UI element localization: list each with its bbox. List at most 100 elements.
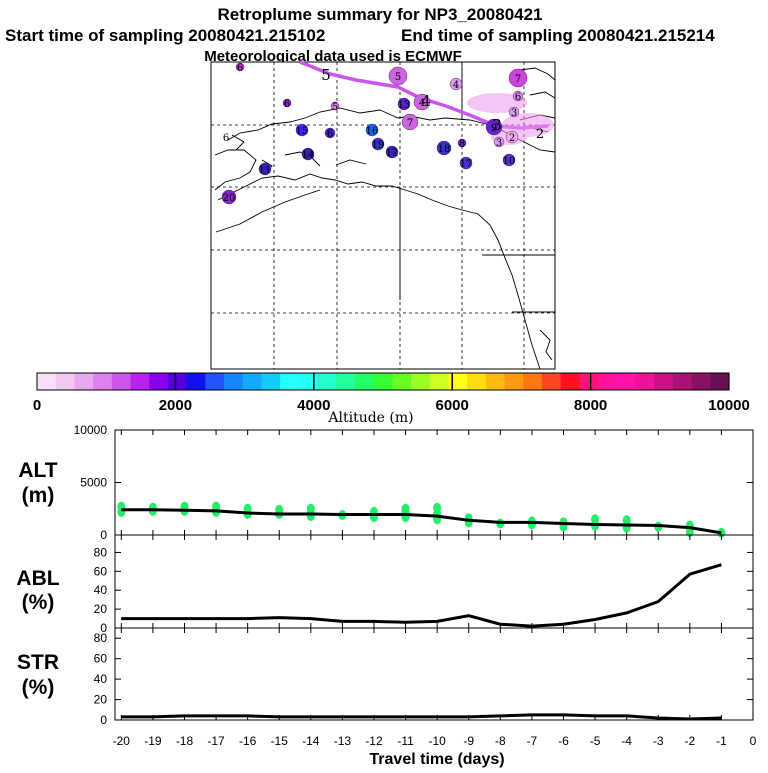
colorbar-swatch xyxy=(560,373,580,390)
trajectory-point: 10 xyxy=(502,153,516,167)
y-tick-label: 60 xyxy=(94,652,108,666)
colorbar-swatch xyxy=(635,373,655,390)
colorbar-tick-label: 8000 xyxy=(574,397,607,414)
trajectory-point-marker xyxy=(508,106,520,118)
series-line xyxy=(121,713,722,721)
trajectory-point-label: 4 xyxy=(453,80,459,91)
altitude-colorbar: 0 2000 4000 6000 8000 10000 xyxy=(33,372,750,414)
colorbar-tick-label: 4000 xyxy=(297,397,330,414)
trajectory-point-marker xyxy=(301,147,315,161)
trajectory-point-label: 14 xyxy=(302,150,315,161)
trajectory-point-label: 3 xyxy=(511,108,517,119)
trajectory-point-label: 12 xyxy=(386,148,399,159)
trajectory-point-marker xyxy=(330,101,340,111)
y-tick-label: 0 xyxy=(100,621,107,635)
map-frame xyxy=(210,61,556,370)
trajectory-point: 9 xyxy=(485,118,503,136)
colorbar-label: Altitude (m) xyxy=(327,410,413,426)
trajectory-point-label: 20 xyxy=(223,193,236,204)
trajectory-point-marker xyxy=(502,153,516,167)
colorbar-swatch xyxy=(598,373,618,390)
x-tick-label: -7 xyxy=(527,734,538,748)
colorbar-swatch xyxy=(392,373,412,390)
colorbar-swatch xyxy=(317,373,337,390)
trajectory-point-marker xyxy=(235,62,245,72)
trajectory-point-marker xyxy=(324,127,336,139)
trajectory-point-label: 5 xyxy=(395,72,401,83)
colorbar-swatch xyxy=(111,373,132,390)
x-tick-label: -13 xyxy=(334,734,352,748)
colorbar-tick-label: 0 xyxy=(33,397,41,414)
trajectory-point: 13 xyxy=(397,97,411,111)
trajectory-point-marker xyxy=(401,113,419,131)
colorbar-swatch xyxy=(37,373,57,390)
colorbar-swatch xyxy=(672,373,693,390)
trajectory-point: 15 xyxy=(296,123,309,137)
colorbar-swatch xyxy=(710,373,730,390)
y-tick-label: 80 xyxy=(94,631,108,645)
trajectory-point: 2 xyxy=(505,130,519,144)
alt-scatter-point xyxy=(401,503,410,514)
x-axis-title: Travel time (days) xyxy=(369,751,504,768)
met-data-label: Meteorological data used is ECMWF xyxy=(204,48,462,65)
trajectory-point-label: 5 xyxy=(332,102,338,113)
trajectory-point: 19 xyxy=(371,137,385,151)
x-tick-label: -19 xyxy=(144,734,162,748)
trajectory-point-label: 13 xyxy=(398,100,411,111)
colorbar-swatch xyxy=(74,373,94,390)
trajectory-point-label: 10 xyxy=(503,156,516,167)
y-tick-label: 10000 xyxy=(74,423,108,437)
trajectory-point: 3 xyxy=(493,136,505,149)
trajectory-point-label: 15 xyxy=(296,126,309,137)
x-tick-label: -15 xyxy=(271,734,289,748)
trajectory-point-label: 7 xyxy=(407,118,413,129)
trajectory-point-label: 8 xyxy=(459,139,465,150)
y-tick-label: 20 xyxy=(94,602,108,616)
trajectory-point-marker xyxy=(397,97,411,111)
colorbar-swatch xyxy=(523,373,543,390)
trajectory-point: 4 xyxy=(449,77,463,91)
trajectory-point-marker xyxy=(371,137,385,151)
track-day-label: 4 xyxy=(421,92,431,110)
trajectory-point: 16 xyxy=(365,123,379,137)
trajectory-point-label: 17 xyxy=(460,159,473,170)
end-time-label: End time of sampling 20080421.215214 xyxy=(401,26,715,45)
trajectory-point-marker xyxy=(508,68,528,88)
colorbar-swatch xyxy=(149,373,169,390)
trajectory-point: 14 xyxy=(301,147,315,161)
y-tick-label: 0 xyxy=(100,713,107,727)
track-day-label: 5 xyxy=(321,66,331,84)
chart-frame xyxy=(114,534,754,629)
start-time-label: Start time of sampling 20080421.215102 xyxy=(5,26,325,45)
trajectory-point: 6 xyxy=(223,133,229,144)
trajectory-point-marker xyxy=(365,123,379,137)
colorbar-swatch xyxy=(186,373,206,390)
colorbar-swatch xyxy=(167,373,188,390)
alt-scatter-point xyxy=(433,502,442,513)
alt-scatter-point xyxy=(622,515,631,526)
trajectory-point: 8 xyxy=(457,138,467,150)
trajectory-point-marker xyxy=(505,130,519,144)
chart-panel: 80 60 40 20 0 xyxy=(94,534,754,635)
trajectory-point-marker xyxy=(436,140,452,156)
trajectory-point-label: 6 xyxy=(327,129,333,140)
colorbar-swatch xyxy=(504,373,524,390)
x-tick-label: -3 xyxy=(653,734,664,748)
trajectory-point-marker xyxy=(449,77,463,91)
trajectory-point: 18 xyxy=(436,140,452,156)
trajectory-point: 17 xyxy=(459,156,473,170)
trajectory-point-marker xyxy=(258,162,272,176)
colorbar-swatch xyxy=(224,373,244,390)
track-labels: 5 4 3 2 xyxy=(321,66,544,142)
colorbar-swatch xyxy=(691,373,711,390)
trajectory-point-marker xyxy=(388,66,408,86)
x-tick-label: -10 xyxy=(428,734,446,748)
trajectory-point-label: 6 xyxy=(223,133,229,144)
y-tick-label: 80 xyxy=(94,545,108,559)
x-tick-label: -4 xyxy=(621,734,632,748)
colorbar-swatch xyxy=(354,373,375,390)
trajectory-point-marker xyxy=(221,189,237,205)
x-tick-label: -16 xyxy=(239,734,257,748)
trajectory-point: 4 xyxy=(413,93,431,111)
trajectory-point-marker xyxy=(459,156,473,170)
